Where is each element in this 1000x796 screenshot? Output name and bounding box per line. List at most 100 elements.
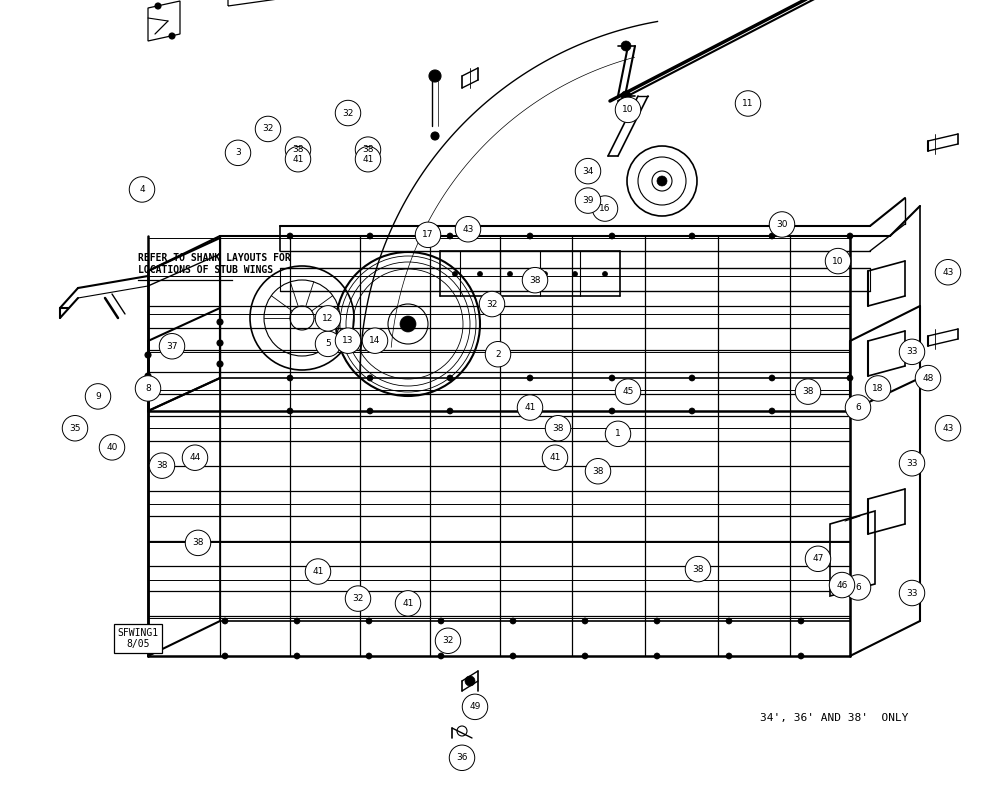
- Circle shape: [185, 530, 211, 556]
- Circle shape: [510, 618, 516, 624]
- Circle shape: [689, 408, 695, 414]
- Circle shape: [585, 458, 611, 484]
- Text: REFER TO SHANK LAYOUTS FOR
LOCATIONS OF STUB WINGS: REFER TO SHANK LAYOUTS FOR LOCATIONS OF …: [138, 253, 291, 275]
- Text: 38: 38: [192, 538, 204, 548]
- Text: 12: 12: [322, 314, 334, 323]
- Circle shape: [485, 341, 511, 367]
- Circle shape: [431, 132, 439, 140]
- Text: 41: 41: [292, 154, 304, 164]
- Text: 38: 38: [552, 423, 564, 433]
- Text: 44: 44: [189, 453, 201, 462]
- Circle shape: [609, 408, 615, 414]
- Circle shape: [225, 140, 251, 166]
- Circle shape: [845, 395, 871, 420]
- Circle shape: [726, 618, 732, 624]
- Circle shape: [438, 618, 444, 624]
- Text: 32: 32: [352, 594, 364, 603]
- Text: 2: 2: [495, 349, 501, 359]
- Text: 13: 13: [342, 336, 354, 345]
- Circle shape: [915, 365, 941, 391]
- Circle shape: [899, 580, 925, 606]
- Circle shape: [366, 618, 372, 624]
- Circle shape: [527, 233, 533, 239]
- Text: 35: 35: [69, 423, 81, 433]
- Text: 41: 41: [312, 567, 324, 576]
- Text: 38: 38: [802, 387, 814, 396]
- Circle shape: [287, 233, 293, 239]
- Circle shape: [654, 618, 660, 624]
- Circle shape: [447, 408, 453, 414]
- Circle shape: [367, 233, 373, 239]
- Circle shape: [315, 331, 341, 357]
- Circle shape: [769, 212, 795, 237]
- Circle shape: [769, 233, 775, 239]
- Circle shape: [805, 546, 831, 572]
- Circle shape: [847, 408, 853, 414]
- Circle shape: [825, 248, 851, 274]
- Text: 17: 17: [422, 230, 434, 240]
- Circle shape: [798, 618, 804, 624]
- Circle shape: [455, 217, 481, 242]
- Circle shape: [465, 676, 475, 686]
- Circle shape: [367, 408, 373, 414]
- Circle shape: [285, 146, 311, 172]
- Circle shape: [305, 559, 331, 584]
- Text: 8: 8: [145, 384, 151, 393]
- Circle shape: [575, 158, 601, 184]
- Circle shape: [865, 376, 891, 401]
- Text: 4: 4: [139, 185, 145, 194]
- Circle shape: [159, 334, 185, 359]
- Text: 32: 32: [486, 299, 498, 309]
- Circle shape: [847, 233, 853, 239]
- Circle shape: [255, 116, 281, 142]
- Circle shape: [99, 435, 125, 460]
- Circle shape: [609, 375, 615, 381]
- Text: 1: 1: [615, 429, 621, 439]
- Circle shape: [621, 41, 631, 51]
- Circle shape: [285, 137, 311, 162]
- Circle shape: [217, 340, 223, 346]
- Circle shape: [447, 233, 453, 239]
- Circle shape: [726, 653, 732, 659]
- Text: 38: 38: [362, 145, 374, 154]
- Circle shape: [689, 233, 695, 239]
- Text: 45: 45: [622, 387, 634, 396]
- Circle shape: [592, 196, 618, 221]
- Text: 48: 48: [922, 373, 934, 383]
- Text: 43: 43: [942, 423, 954, 433]
- Text: 32: 32: [442, 636, 454, 646]
- Text: 3: 3: [235, 148, 241, 158]
- Circle shape: [145, 394, 151, 400]
- Circle shape: [287, 375, 293, 381]
- Circle shape: [685, 556, 711, 582]
- Circle shape: [355, 137, 381, 162]
- Circle shape: [605, 421, 631, 447]
- Circle shape: [527, 375, 533, 381]
- Circle shape: [449, 745, 475, 771]
- Circle shape: [575, 188, 601, 213]
- Text: 43: 43: [462, 224, 474, 234]
- Text: 32: 32: [262, 124, 274, 134]
- Circle shape: [155, 3, 161, 9]
- Circle shape: [355, 146, 381, 172]
- Circle shape: [135, 376, 161, 401]
- Circle shape: [657, 176, 667, 186]
- Circle shape: [542, 271, 548, 276]
- Circle shape: [447, 375, 453, 381]
- Text: 5: 5: [325, 339, 331, 349]
- Text: SFWING1
8/05: SFWING1 8/05: [117, 627, 159, 650]
- Circle shape: [615, 379, 641, 404]
- Text: 34: 34: [582, 166, 594, 176]
- Text: 43: 43: [942, 267, 954, 277]
- Text: 41: 41: [362, 154, 374, 164]
- Circle shape: [769, 375, 775, 381]
- Text: 41: 41: [549, 453, 561, 462]
- Text: 33: 33: [906, 588, 918, 598]
- Text: 30: 30: [776, 220, 788, 229]
- Circle shape: [366, 653, 372, 659]
- Text: 36: 36: [456, 753, 468, 763]
- Text: 16: 16: [599, 204, 611, 213]
- Circle shape: [545, 416, 571, 441]
- Circle shape: [899, 339, 925, 365]
- Circle shape: [145, 352, 151, 358]
